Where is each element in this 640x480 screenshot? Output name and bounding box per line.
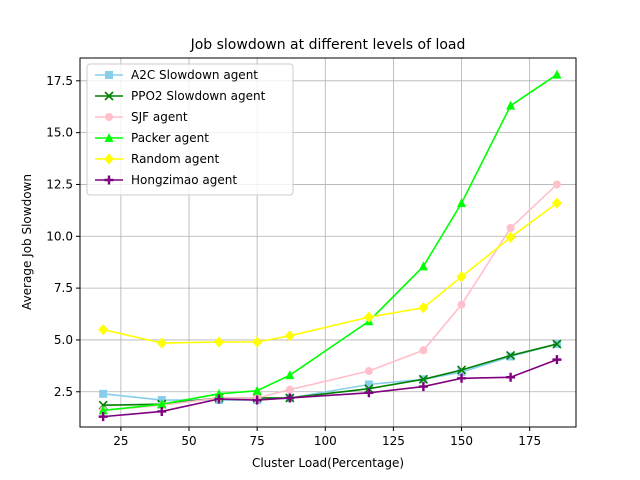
- data-point: [506, 372, 516, 382]
- legend-item: SJF agent: [95, 110, 188, 124]
- data-point: [552, 355, 562, 365]
- legend-label: SJF agent: [131, 110, 188, 124]
- series-sjf-agent: [99, 180, 561, 415]
- data-point: [505, 231, 516, 243]
- data-point: [157, 399, 167, 409]
- data-point: [364, 388, 374, 398]
- plot-frame: [79, 57, 577, 428]
- series-line: [103, 343, 558, 401]
- data-point: [418, 374, 428, 384]
- y-tick-label: 7.5: [54, 281, 73, 295]
- series-ppo2-slowdown-agent: [98, 339, 562, 410]
- data-point: [98, 412, 108, 422]
- data-point: [456, 365, 467, 375]
- y-tick-label: 15.0: [46, 126, 73, 140]
- data-point: [99, 389, 108, 398]
- legend-item: Packer agent: [95, 131, 209, 145]
- data-point: [98, 405, 108, 415]
- data-point: [506, 350, 516, 361]
- series-a2c-slowdown-agent: [99, 340, 561, 405]
- legend-box: [86, 63, 294, 196]
- data-point: [552, 339, 562, 349]
- legend-label: PPO2 Slowdown agent: [131, 89, 266, 103]
- data-point: [252, 385, 262, 395]
- legend-item: PPO2 Slowdown agent: [95, 89, 266, 103]
- series-packer-agent: [98, 69, 562, 415]
- legend-label: Hongzimao agent: [131, 173, 237, 187]
- data-point: [457, 300, 466, 309]
- data-point: [285, 385, 294, 394]
- legend-label: Random agent: [131, 152, 219, 166]
- data-point: [418, 261, 428, 271]
- legend-marker: [105, 113, 113, 121]
- data-point: [418, 382, 428, 392]
- y-tick-label: 17.5: [46, 74, 73, 88]
- y-axis: 2.5 5.0 7.5 10.0 12.5 15.0 17.5: [46, 74, 80, 399]
- data-point: [285, 393, 295, 403]
- data-point: [252, 336, 263, 348]
- data-point: [419, 346, 428, 355]
- data-point: [157, 406, 167, 416]
- series-line: [103, 73, 558, 412]
- legend-item: A2C Slowdown agent: [95, 68, 258, 82]
- x-tick-label: 125: [382, 434, 405, 448]
- y-tick-label: 12.5: [46, 177, 73, 191]
- data-point: [284, 330, 295, 342]
- x-tick-label: 50: [181, 434, 196, 448]
- series-random-agent: [98, 197, 562, 349]
- x-tick-label: 100: [314, 434, 337, 448]
- x-axis: 25 50 75 100 125 150 175: [113, 427, 541, 448]
- legend-item: Random agent: [95, 152, 219, 166]
- data-point: [363, 311, 374, 323]
- data-point: [506, 100, 516, 110]
- x-tick-label: 150: [450, 434, 473, 448]
- x-axis-title: Cluster Load(Percentage): [252, 456, 404, 470]
- legend-marker: [104, 91, 114, 101]
- data-point: [456, 271, 467, 283]
- data-point: [364, 367, 373, 376]
- x-tick-label: 75: [250, 434, 265, 448]
- x-tick-label: 175: [518, 434, 541, 448]
- data-point: [156, 337, 167, 349]
- legend: A2C Slowdown agent PPO2 Slowdown agent SJF…: [86, 63, 294, 196]
- legend-marker: [104, 153, 114, 165]
- data-point: [364, 380, 373, 389]
- series-line: [103, 183, 558, 412]
- series-hongzimao-agent: [98, 355, 562, 422]
- y-tick-label: 2.5: [54, 385, 73, 399]
- data-point: [285, 370, 295, 380]
- legend-label: A2C Slowdown agent: [131, 68, 258, 82]
- series-line: [102, 202, 558, 344]
- y-axis-title: Average Job Slowdown: [20, 174, 34, 310]
- x-tick-label: 25: [113, 434, 128, 448]
- legend-item: Hongzimao agent: [95, 173, 237, 187]
- data-point: [552, 69, 562, 79]
- series-layer: [98, 69, 562, 422]
- data-point: [213, 336, 224, 348]
- series-line: [103, 358, 558, 418]
- data-point: [551, 197, 562, 209]
- data-point: [457, 368, 466, 377]
- data-point: [552, 180, 561, 189]
- data-point: [98, 324, 109, 336]
- legend-label: Packer agent: [131, 131, 209, 145]
- y-tick-label: 10.0: [46, 229, 73, 243]
- legend-marker: [104, 175, 114, 185]
- y-tick-label: 5.0: [54, 333, 73, 347]
- data-point: [506, 223, 515, 232]
- legend-marker: [104, 133, 114, 142]
- data-point: [214, 388, 224, 398]
- data-point: [457, 198, 467, 208]
- data-point: [418, 302, 429, 314]
- chart-title: Job slowdown at different levels of load: [190, 37, 466, 53]
- data-point: [252, 395, 262, 405]
- data-point: [214, 394, 224, 404]
- legend-marker: [105, 71, 113, 79]
- data-point: [457, 373, 467, 383]
